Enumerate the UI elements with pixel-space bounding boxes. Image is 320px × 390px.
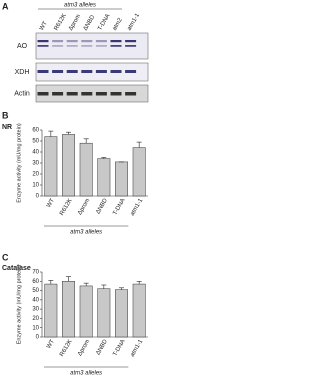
bar — [115, 161, 128, 197]
y-tick-label: 0 — [36, 194, 40, 200]
x-tick-label: Δprom — [77, 198, 91, 216]
y-tick-label: 70 — [32, 270, 39, 276]
y-tick-label: 40 — [32, 297, 39, 303]
y-tick-label: 0 — [36, 335, 40, 341]
y-tick-label: 10 — [32, 325, 39, 331]
band — [95, 45, 107, 47]
band — [125, 45, 137, 47]
y-tick-label: 20 — [32, 316, 39, 322]
x-tick-label: R612K — [59, 339, 73, 358]
lane-label: R612K — [54, 13, 68, 32]
bar — [132, 283, 146, 338]
bar — [62, 281, 75, 338]
y-tick-label: 10 — [32, 183, 39, 189]
band — [81, 40, 93, 43]
panel-label: B — [2, 110, 9, 120]
group-header: atm3 alleles — [64, 3, 96, 9]
chart-title: NR — [2, 124, 12, 131]
band — [81, 70, 93, 73]
x-tick-label: T-DNA — [112, 339, 126, 358]
band — [81, 45, 93, 47]
y-tick-label: 50 — [32, 288, 39, 294]
band — [110, 40, 122, 43]
x-tick-label: ΔNBD — [95, 338, 109, 356]
band — [95, 92, 107, 96]
y-axis-label: Enzyme activity (mU/mg protein) — [16, 265, 22, 345]
band — [37, 45, 49, 47]
bar — [44, 283, 58, 338]
band — [95, 40, 107, 43]
band — [110, 70, 122, 73]
x-tick-label: ΔNBD — [95, 197, 109, 215]
figure: A atm3 alleles WT R612K Δprom ΔNBD T-DNA atm2… — [2, 1, 149, 377]
x-tick-label: Δprom — [77, 339, 91, 357]
x-tick-label: atm1-1 — [130, 338, 145, 358]
band — [125, 92, 137, 96]
x-tick-label: atm1-1 — [130, 197, 145, 217]
lane-label: T-DNA — [97, 13, 111, 32]
panel-label: C — [2, 252, 9, 262]
bar — [115, 289, 128, 338]
x-tick-label: T-DNA — [112, 198, 126, 217]
bar — [79, 142, 93, 197]
band — [66, 70, 78, 73]
band — [81, 92, 93, 96]
band — [66, 92, 78, 96]
group-label: atm3 alleles — [70, 230, 102, 236]
bar — [62, 134, 75, 197]
panel-label: A — [2, 1, 9, 11]
y-tick-label: 60 — [32, 279, 39, 285]
group-label: atm3 alleles — [70, 371, 102, 377]
y-tick-label: 50 — [32, 139, 39, 145]
band — [52, 70, 64, 73]
lane-label: ΔNBD — [83, 14, 97, 32]
chart-title: Catalase — [2, 265, 31, 272]
lane-label: atm2 — [112, 17, 124, 32]
y-tick-label: 60 — [32, 128, 39, 134]
band — [110, 45, 122, 47]
row-label: AO — [17, 43, 28, 50]
y-axis-label: Enzyme activity (mU/mg protein) — [16, 123, 22, 203]
band — [37, 40, 49, 43]
band — [52, 40, 64, 43]
bar — [97, 288, 111, 338]
lane-label: atm1-1 — [127, 12, 142, 32]
row-label: XDH — [15, 69, 30, 76]
y-tick-label: 30 — [32, 307, 39, 313]
band — [37, 70, 49, 73]
band — [52, 92, 64, 96]
bar — [79, 285, 93, 338]
band — [125, 70, 137, 73]
y-tick-label: 40 — [32, 150, 39, 156]
band — [37, 92, 49, 96]
lane-label: Δprom — [68, 13, 82, 31]
lane-label: WT — [39, 20, 49, 31]
band — [66, 40, 78, 43]
x-tick-label: R612K — [59, 198, 73, 217]
x-tick-label: WT — [46, 197, 56, 208]
band — [110, 92, 122, 96]
row-label: Actin — [14, 90, 30, 97]
band — [95, 70, 107, 73]
y-tick-label: 30 — [32, 161, 39, 167]
band — [66, 45, 78, 47]
x-tick-label: WT — [46, 338, 56, 349]
bar — [132, 147, 146, 197]
bar — [97, 158, 111, 197]
band — [52, 45, 64, 47]
y-tick-label: 20 — [32, 172, 39, 178]
bar — [44, 136, 58, 197]
band — [125, 40, 137, 43]
